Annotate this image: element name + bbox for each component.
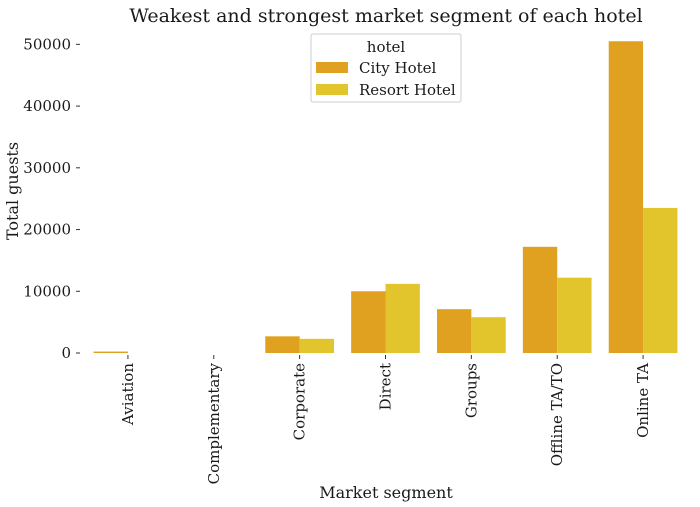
legend-label-resort-hotel: Resort Hotel (359, 81, 456, 99)
chart-title: Weakest and strongest market segment of … (129, 5, 642, 27)
y-tick-label: 40000 (23, 97, 71, 115)
bar (522, 246, 558, 353)
x-axis-label: Market segment (319, 483, 453, 502)
bar (385, 283, 420, 353)
legend-swatch-resort-hotel (316, 84, 348, 95)
x-tick-label: Aviation (119, 363, 137, 426)
x-tick-label: Complementary (205, 362, 223, 484)
x-tick-label: Corporate (291, 363, 309, 440)
x-tick-label: Offline TA/TO (548, 363, 566, 466)
x-tick-label: Online TA (634, 363, 652, 438)
x-tick-label: Direct (377, 363, 395, 410)
x-axis: Aviation Complementary Corporate Direct Grou… (119, 355, 652, 484)
x-tick-label: Groups (462, 363, 480, 418)
y-tick-label: 50000 (23, 35, 71, 53)
y-tick-label: 10000 (23, 282, 71, 300)
bar (265, 336, 300, 353)
y-tick-label: 0 (61, 344, 71, 362)
legend-swatch-city-hotel (316, 62, 348, 73)
y-tick-label: 20000 (23, 221, 71, 239)
bar (93, 351, 128, 353)
bar (608, 41, 644, 354)
bar (471, 317, 506, 353)
y-axis: 0 10000 20000 30000 40000 50000 (23, 35, 80, 362)
legend-label-city-hotel: City Hotel (359, 59, 437, 77)
bar (437, 309, 472, 353)
y-axis-label: Total guests (3, 142, 22, 240)
legend-frame (310, 33, 462, 103)
bars (93, 41, 678, 354)
bar (557, 277, 592, 353)
bar (299, 338, 334, 353)
legend-title: hotel (367, 38, 406, 56)
bar (351, 291, 386, 353)
legend: hotel City Hotel Resort Hotel (310, 33, 462, 103)
bar (643, 207, 678, 353)
y-tick-label: 30000 (23, 159, 71, 177)
